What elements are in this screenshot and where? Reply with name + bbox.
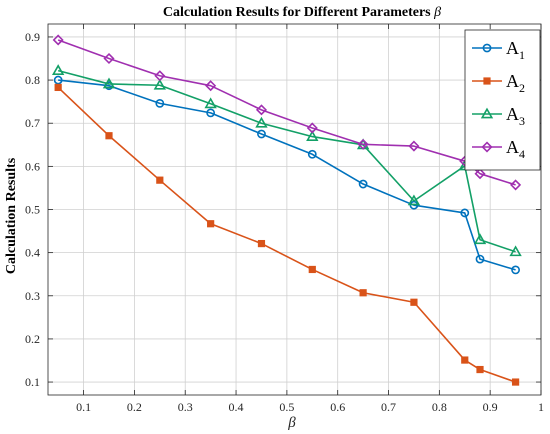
y-tick-label: 0.4	[25, 246, 40, 260]
legend-label: A2	[506, 71, 525, 95]
y-tick-label: 0.7	[25, 116, 40, 130]
legend-label-base: A	[506, 104, 519, 124]
data-point-A2	[308, 265, 316, 274]
x-tick-label: 0.9	[483, 400, 498, 414]
data-point-A3	[509, 245, 522, 257]
data-point-A4	[154, 70, 166, 82]
legend-label-sub: 1	[519, 48, 525, 62]
data-point-A4	[357, 138, 369, 150]
data-point-A2	[54, 83, 62, 92]
legend-marker	[481, 141, 493, 153]
data-point-A1	[206, 108, 216, 118]
legend-label-sub: 2	[519, 81, 525, 95]
data-point-A1	[460, 208, 470, 218]
legend-box	[464, 29, 541, 171]
data-point-A3	[102, 77, 116, 89]
y-tick-label: 0.6	[25, 159, 40, 173]
data-point-A2	[207, 220, 215, 228]
series-line-A3	[57, 69, 516, 253]
data-point-A2	[410, 298, 418, 306]
data-point-A2	[359, 289, 367, 297]
legend-marker	[482, 43, 492, 53]
y-axis-title: Calculation Results	[4, 157, 19, 274]
data-point-A4	[408, 140, 420, 152]
legend-label: A4	[506, 137, 525, 161]
x-tick-label: 0.2	[127, 400, 142, 414]
data-point-A1	[475, 254, 485, 264]
data-point-A4	[474, 168, 486, 180]
y-tick-label: 0.5	[25, 203, 40, 217]
legend-label-sub: 3	[519, 114, 525, 128]
series-A2	[54, 83, 520, 386]
data-point-A2	[461, 356, 469, 364]
legend-item-A3: A3	[472, 104, 525, 128]
x-tick-label: 0.4	[229, 400, 244, 414]
x-tick-label: 0.8	[432, 400, 447, 414]
data-point-A3	[407, 194, 421, 206]
legend-item-A1: A1	[472, 38, 525, 62]
data-point-A4	[306, 122, 318, 134]
legend-item-A4: A4	[472, 137, 525, 161]
x-tick-label: 0.3	[178, 400, 193, 414]
chart-title-text: Calculation Results for Different Parame…	[163, 5, 434, 20]
data-point-A2	[156, 176, 164, 184]
y-tick-label: 0.8	[25, 73, 40, 87]
legend-label-base: A	[506, 71, 519, 91]
x-tick-label: 0.7	[381, 400, 396, 414]
data-point-A4	[255, 104, 267, 116]
legend-label-base: A	[506, 137, 519, 157]
legend-label-sub: 4	[519, 147, 525, 161]
x-tick-label: 0.1	[76, 400, 91, 414]
data-point-A1	[358, 179, 368, 189]
data-point-A3	[473, 233, 487, 245]
data-point-A4	[510, 179, 522, 191]
data-point-A1	[307, 149, 317, 159]
data-point-A1	[155, 98, 165, 108]
data-point-A3	[204, 97, 217, 109]
series-A1	[53, 75, 520, 275]
legend-label-base: A	[506, 38, 519, 58]
legend-label: A1	[506, 38, 525, 62]
legend-label: A3	[506, 104, 525, 128]
y-tick-label: 0.2	[25, 332, 40, 346]
data-point-A4	[205, 80, 217, 92]
data-point-A4	[52, 34, 64, 46]
series-A3	[51, 64, 522, 257]
axis-ticks: 0.1 0.2 0.3 0.4 0.5 0.6 0.7 0.8 0.9 1 0.1 0.2 0.3 0.4…	[25, 24, 544, 414]
legend-marker	[483, 77, 491, 85]
data-point-A1	[511, 265, 520, 275]
x-tick-label: 0.5	[279, 400, 294, 414]
data-point-A3	[153, 78, 166, 90]
x-axis-title: β	[287, 415, 296, 431]
data-point-A4	[103, 52, 115, 65]
legend-item-A2: A2	[472, 71, 525, 95]
data-point-A2	[511, 378, 520, 386]
data-point-A2	[105, 132, 113, 140]
legend-marker	[480, 107, 494, 119]
data-point-A3	[51, 64, 65, 75]
data-point-A3	[255, 116, 268, 128]
chart-title-symbol: β	[433, 5, 441, 20]
y-tick-label: 0.3	[25, 289, 40, 303]
data-point-A2	[476, 365, 484, 374]
data-point-A1	[53, 75, 63, 85]
data-point-A2	[257, 239, 266, 248]
data-point-A3	[306, 130, 319, 141]
y-tick-label: 0.9	[25, 30, 40, 44]
y-tick-label: 0.1	[25, 375, 40, 389]
x-tick-label: 0.6	[330, 400, 345, 414]
data-point-A1	[257, 129, 266, 139]
series-line-A1	[58, 79, 516, 271]
chart-title: Calculation Results for Different Parame…	[163, 5, 441, 20]
x-tick-label: 1	[538, 400, 544, 414]
